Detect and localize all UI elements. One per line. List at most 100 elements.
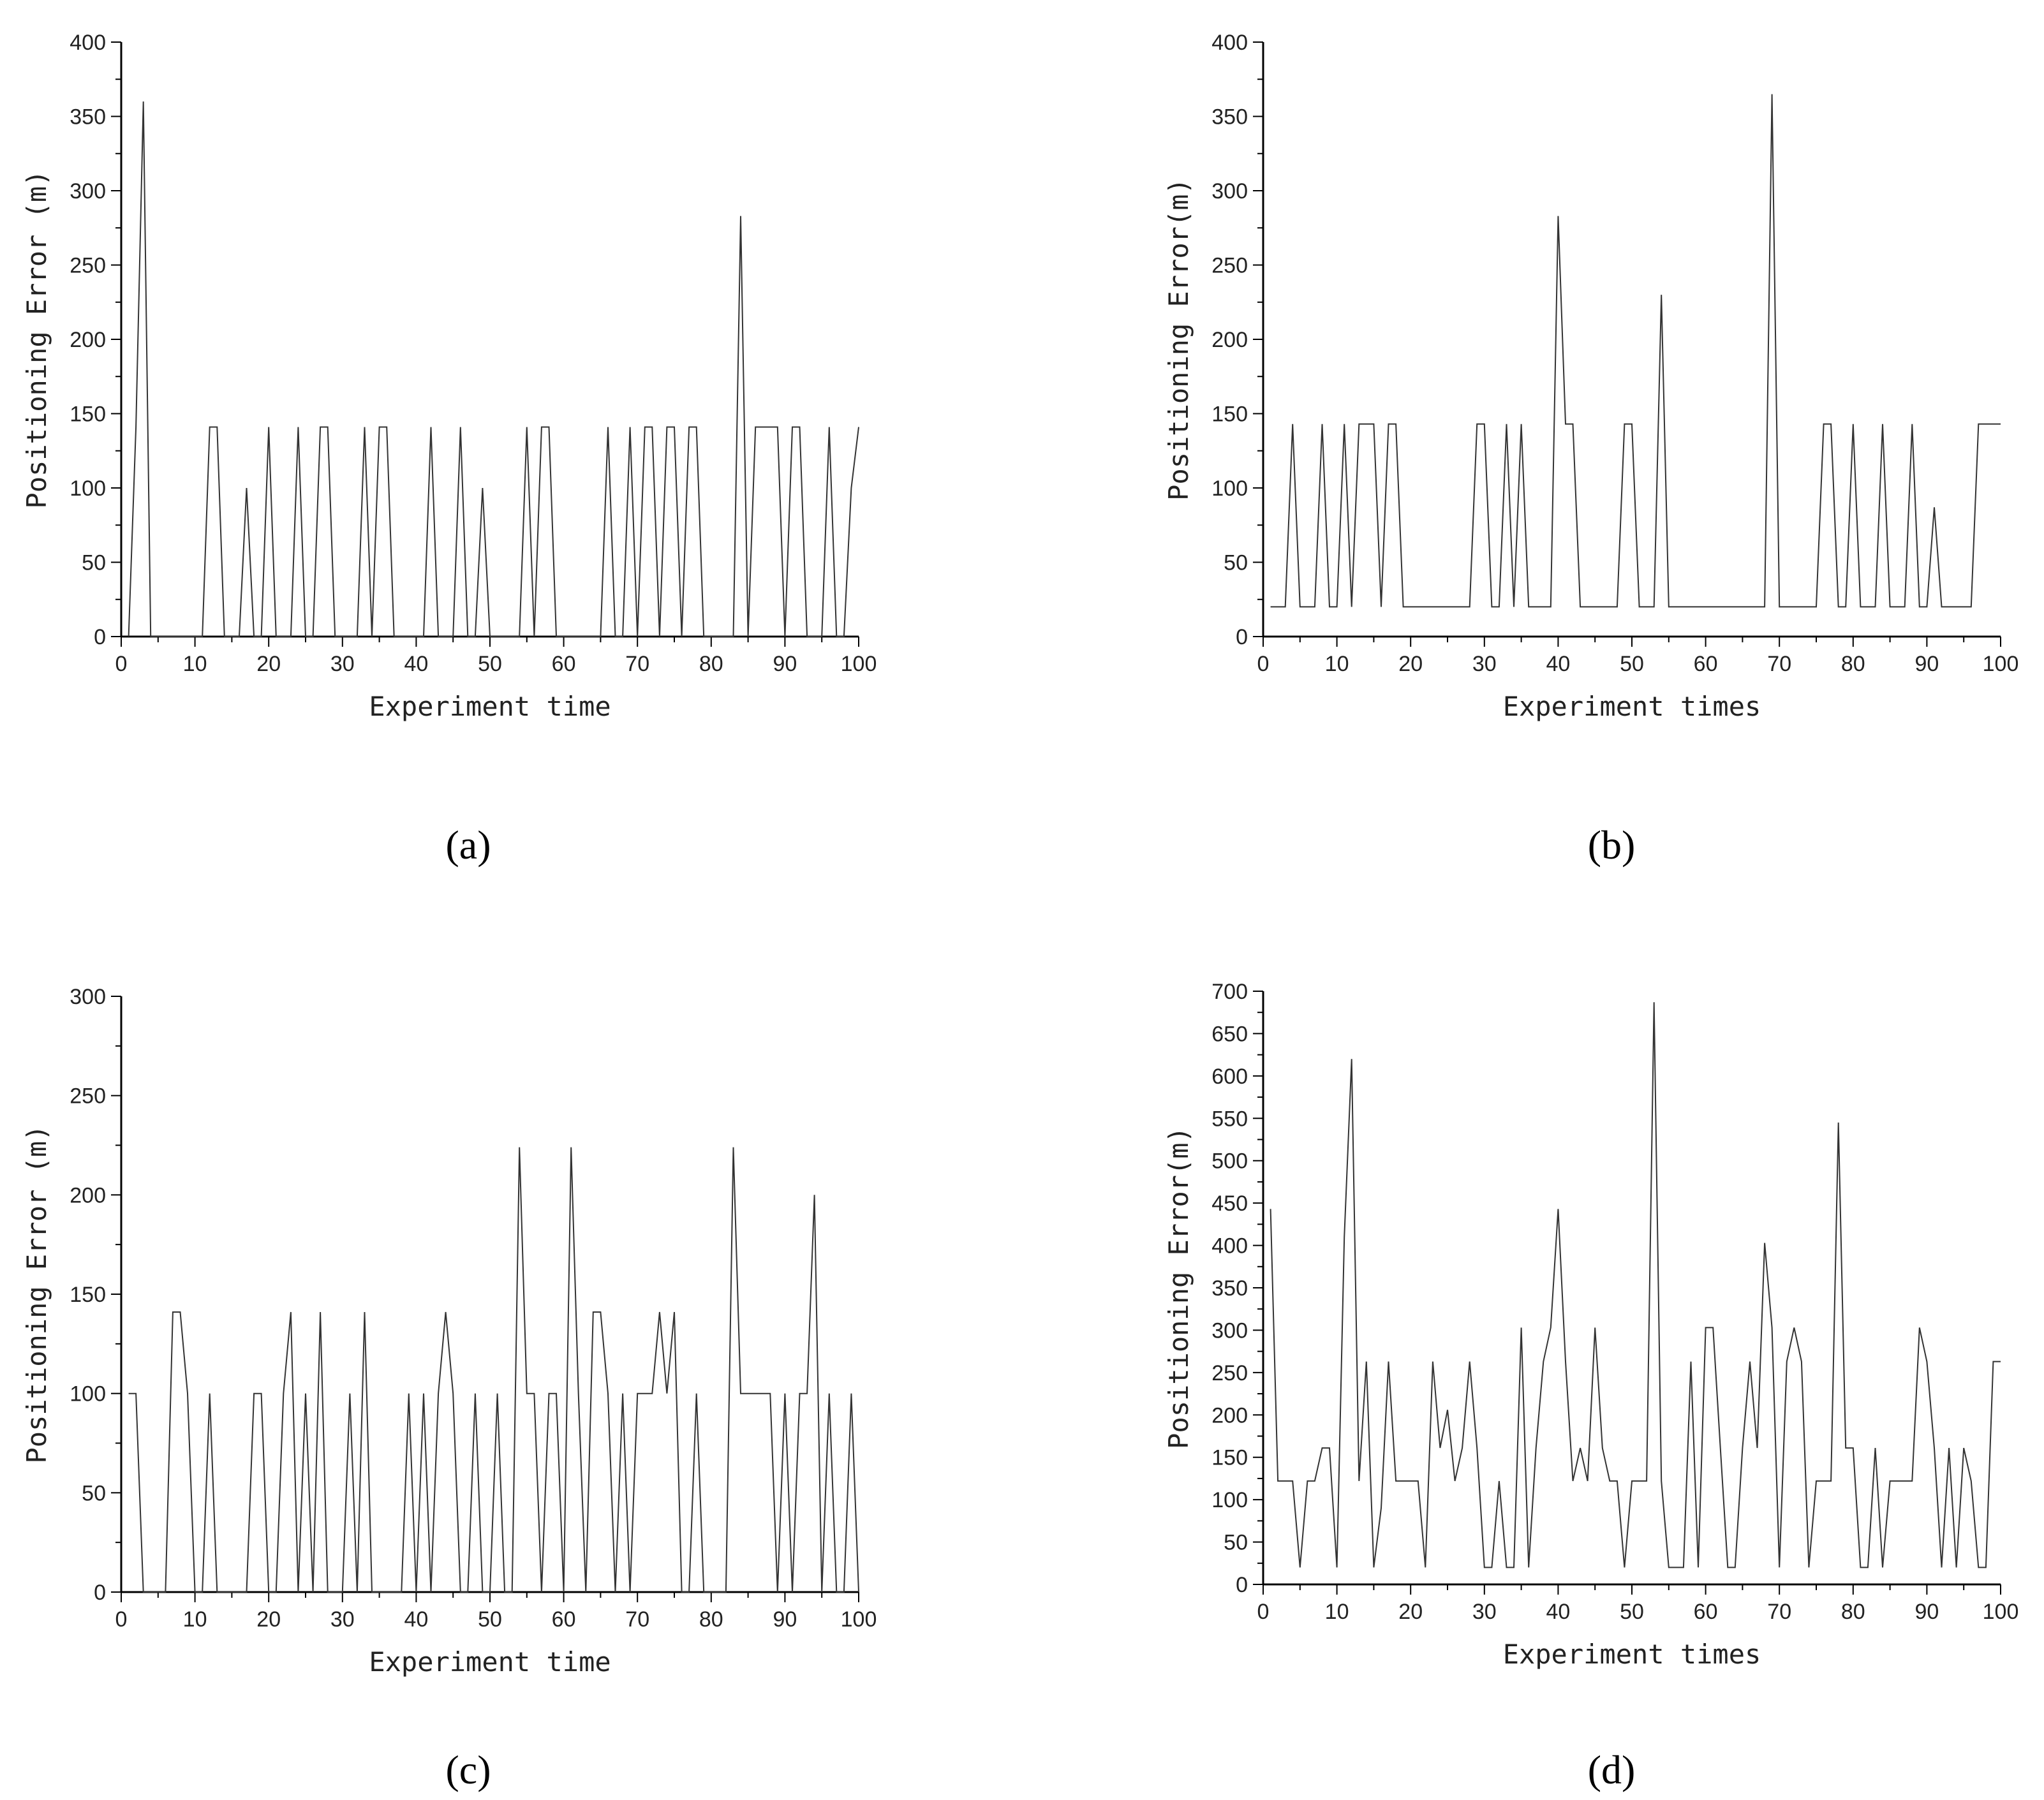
x-tick-label: 20 — [1398, 1600, 1423, 1624]
x-tick-label: 50 — [478, 1607, 502, 1632]
y-tick-label: 150 — [70, 402, 106, 427]
y-tick-label: 0 — [94, 1581, 106, 1605]
x-tick-label: 10 — [183, 1607, 207, 1632]
y-tick-label: 0 — [94, 625, 106, 649]
x-tick-label: 40 — [404, 652, 428, 676]
y-tick-label: 100 — [1211, 1488, 1248, 1512]
y-tick-label: 200 — [70, 1183, 106, 1207]
y-tick-label: 400 — [1211, 1234, 1248, 1258]
y-tick-label: 200 — [1211, 328, 1248, 352]
x-tick-label: 40 — [1546, 1600, 1570, 1624]
y-tick-label: 50 — [82, 1481, 106, 1505]
y-axis-label: Positioning Error(m) — [1163, 178, 1194, 501]
y-tick-label: 400 — [70, 31, 106, 55]
x-tick-label: 40 — [1546, 652, 1570, 676]
x-tick-label: 0 — [115, 1607, 128, 1632]
x-tick-label: 70 — [625, 652, 649, 676]
y-tick-label: 550 — [1211, 1107, 1248, 1131]
x-tick-label: 90 — [1914, 1600, 1939, 1624]
x-tick-label: 50 — [1620, 1600, 1644, 1624]
x-tick-label: 100 — [1983, 1600, 2019, 1624]
x-tick-label: 60 — [1694, 1600, 1718, 1624]
x-tick-label: 10 — [183, 652, 207, 676]
x-tick-label: 70 — [1767, 652, 1791, 676]
x-tick-label: 90 — [1914, 652, 1939, 676]
x-tick-label: 80 — [1841, 1600, 1865, 1624]
chart-panel-1: 0 10 20 30 40 50 60 70 80 90 100 0 50 100 150 200 250 300… — [21, 31, 877, 867]
x-tick-label: 20 — [1398, 652, 1423, 676]
y-tick-label: 300 — [1211, 179, 1248, 203]
series-line — [128, 101, 859, 637]
y-axis-label: Positioning Error (m) — [21, 1125, 52, 1463]
x-tick-label: 40 — [404, 1607, 428, 1632]
chart-panel-2: 0 10 20 30 40 50 60 70 80 90 100 0 50 100 150 200 250 300… — [1163, 31, 2018, 867]
y-tick-label: 350 — [1211, 105, 1248, 129]
panel-label: (a) — [445, 822, 491, 867]
x-tick-label: 90 — [773, 652, 797, 676]
x-axis-label: Experiment time — [369, 691, 611, 722]
x-tick-label: 30 — [1472, 1600, 1497, 1624]
x-tick-label: 50 — [478, 652, 502, 676]
x-tick-label: 0 — [1257, 1600, 1270, 1624]
x-tick-label: 0 — [115, 652, 128, 676]
series-line — [128, 1147, 859, 1593]
y-tick-label: 150 — [70, 1283, 106, 1307]
x-tick-label: 100 — [1983, 652, 2019, 676]
y-tick-label: 350 — [70, 105, 106, 129]
y-tick-label: 300 — [70, 179, 106, 203]
chart-panel-4: 0 10 20 30 40 50 60 70 80 90 100 0 50 100 150 200 250 300… — [1163, 980, 2018, 1792]
y-tick-label: 650 — [1211, 1022, 1248, 1046]
x-tick-label: 30 — [330, 652, 355, 676]
y-tick-label: 150 — [1211, 1446, 1248, 1470]
x-tick-label: 20 — [256, 1607, 281, 1632]
panel-label: (d) — [1588, 1747, 1636, 1792]
chart-panel-3: 0 10 20 30 40 50 60 70 80 90 100 0 50 100 150 200 250 300… — [21, 985, 877, 1792]
y-tick-label: 250 — [1211, 1361, 1248, 1385]
panel-label: (b) — [1588, 822, 1636, 867]
series-line — [1270, 1002, 2001, 1568]
y-tick-label: 0 — [1236, 1573, 1248, 1597]
x-axis-label: Experiment times — [1503, 691, 1761, 722]
y-tick-label: 200 — [1211, 1403, 1248, 1427]
y-tick-label: 50 — [1224, 1531, 1248, 1555]
x-axis-label: Experiment times — [1503, 1639, 1761, 1670]
y-tick-label: 100 — [1211, 476, 1248, 501]
y-tick-label: 250 — [1211, 254, 1248, 278]
x-tick-label: 60 — [1694, 652, 1718, 676]
x-tick-label: 30 — [1472, 652, 1497, 676]
x-tick-label: 0 — [1257, 652, 1270, 676]
y-tick-label: 500 — [1211, 1149, 1248, 1174]
x-tick-label: 60 — [552, 652, 576, 676]
y-tick-label: 250 — [70, 254, 106, 278]
x-tick-label: 100 — [841, 1607, 877, 1632]
y-tick-label: 50 — [82, 551, 106, 575]
y-tick-label: 400 — [1211, 31, 1248, 55]
y-axis-label: Positioning Error(m) — [1163, 1126, 1194, 1449]
y-tick-label: 250 — [70, 1084, 106, 1109]
y-tick-label: 700 — [1211, 980, 1248, 1004]
x-tick-label: 90 — [773, 1607, 797, 1632]
y-tick-label: 200 — [70, 328, 106, 352]
x-tick-label: 30 — [330, 1607, 355, 1632]
x-tick-label: 20 — [256, 652, 281, 676]
x-tick-label: 80 — [699, 1607, 723, 1632]
y-axis-label: Positioning Error (m) — [21, 170, 52, 508]
x-axis-label: Experiment time — [369, 1646, 611, 1678]
y-tick-label: 50 — [1224, 551, 1248, 575]
x-tick-label: 80 — [1841, 652, 1865, 676]
x-tick-label: 80 — [699, 652, 723, 676]
x-tick-label: 70 — [625, 1607, 649, 1632]
x-tick-label: 100 — [841, 652, 877, 676]
x-tick-label: 10 — [1325, 652, 1349, 676]
x-tick-label: 70 — [1767, 1600, 1791, 1624]
panel-label: (c) — [445, 1747, 491, 1792]
y-tick-label: 150 — [1211, 402, 1248, 427]
y-tick-label: 300 — [70, 985, 106, 1009]
x-tick-label: 60 — [552, 1607, 576, 1632]
x-tick-label: 10 — [1325, 1600, 1349, 1624]
x-tick-label: 50 — [1620, 652, 1644, 676]
y-tick-label: 100 — [70, 476, 106, 501]
y-tick-label: 450 — [1211, 1191, 1248, 1216]
y-tick-label: 600 — [1211, 1065, 1248, 1089]
y-tick-label: 100 — [70, 1382, 106, 1406]
